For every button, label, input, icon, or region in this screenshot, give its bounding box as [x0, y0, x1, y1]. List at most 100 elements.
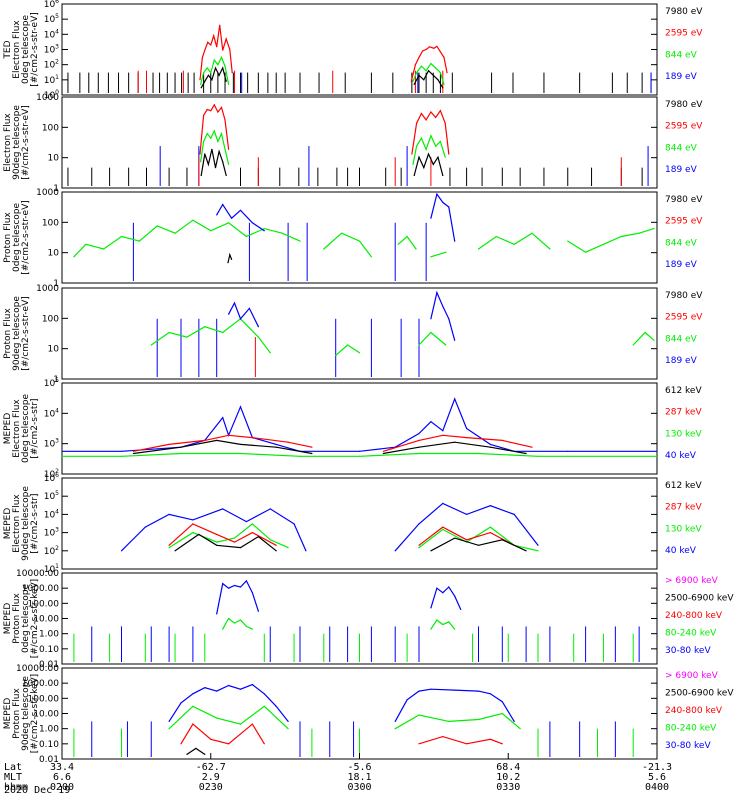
series-line [413, 69, 444, 89]
data-point [216, 690, 218, 692]
data-point [195, 747, 197, 750]
data-point [418, 714, 420, 716]
panel-frame [61, 382, 658, 475]
y-axis-label: 90deg telescope [12, 105, 22, 180]
y-tick-label: 1 [53, 279, 59, 289]
data-point [192, 723, 194, 725]
legend-entry: 40 keV [665, 451, 697, 461]
data-point [222, 49, 224, 51]
data-point [425, 148, 427, 150]
data-point [418, 156, 420, 158]
series-line [228, 301, 259, 327]
data-point [62, 455, 63, 457]
data-point [418, 452, 420, 455]
series-line [168, 683, 289, 722]
data-point [436, 292, 438, 294]
data-point [525, 550, 527, 552]
data-point [263, 705, 265, 707]
legend-entry: 612 keV [665, 481, 702, 491]
legend-entry: 30-80 keV [665, 741, 711, 751]
data-point [513, 243, 515, 245]
x-tick-label-lat: 68.4 [496, 762, 520, 773]
data-point [204, 687, 206, 689]
data-point [425, 119, 427, 121]
y-axis-label: [#/cm2-s-str] [30, 398, 40, 458]
data-point [192, 532, 194, 534]
data-point [198, 533, 200, 536]
data-point [489, 505, 491, 507]
data-point [287, 720, 289, 723]
data-point [218, 74, 220, 76]
data-point [430, 135, 432, 137]
data-point [228, 434, 230, 436]
legend-entry: 7980 eV [665, 195, 703, 205]
data-point [430, 421, 432, 423]
data-point [531, 232, 533, 234]
data-point [201, 56, 203, 59]
data-point [168, 544, 170, 546]
data-point [120, 450, 123, 452]
data-point [224, 148, 226, 150]
data-point [222, 583, 224, 585]
legend-entry: 844 eV [665, 143, 698, 153]
series-line [335, 344, 360, 356]
y-tick-label: 0.10 [39, 740, 59, 750]
data-point [233, 537, 236, 539]
data-point [435, 67, 437, 69]
data-point [437, 79, 439, 81]
data-point [513, 720, 515, 723]
data-point [397, 243, 399, 245]
series-line [411, 109, 450, 155]
legend-entry: 30-80 keV [665, 646, 711, 656]
legend-entry: 189 eV [665, 165, 698, 175]
data-point [436, 193, 438, 195]
data-point [429, 46, 431, 48]
legend-entry: 240-800 keV [665, 706, 723, 716]
data-point [73, 256, 75, 258]
series-line [394, 502, 539, 552]
data-point [210, 72, 212, 74]
data-point [412, 163, 414, 165]
data-point [477, 544, 480, 546]
data-point [299, 240, 301, 242]
y-tick-label: 1.00 [39, 630, 59, 640]
data-point [257, 610, 259, 612]
data-point [214, 67, 217, 69]
plot-area [150, 290, 655, 377]
data-point [199, 153, 201, 155]
data-point [251, 532, 253, 534]
data-point [430, 62, 432, 65]
data-point [410, 80, 412, 82]
data-point [418, 743, 420, 745]
legend-entry: 2595 eV [665, 122, 703, 132]
data-point [206, 67, 208, 69]
data-point [477, 718, 480, 721]
data-point [644, 331, 646, 334]
data-point [228, 313, 230, 315]
data-point [311, 452, 313, 455]
data-point [180, 743, 182, 745]
data-point [632, 344, 634, 346]
data-point [239, 318, 242, 320]
data-point [620, 235, 622, 238]
data-point [228, 743, 230, 745]
data-point [638, 232, 640, 234]
data-point [420, 137, 422, 139]
data-point [448, 621, 450, 623]
data-point [423, 79, 425, 81]
series-line [323, 232, 372, 258]
data-point [85, 243, 87, 245]
y-axis-label: [#/cm2-s-str-eV] [21, 296, 31, 371]
series-line [200, 149, 227, 176]
data-point [418, 523, 420, 525]
x-axis-row-label: MLT [4, 772, 22, 783]
data-point [299, 455, 301, 457]
panel-frame [61, 287, 658, 380]
panel-frame [61, 3, 658, 96]
data-point [263, 743, 265, 745]
data-point [263, 693, 265, 695]
data-point [222, 203, 224, 206]
data-point [217, 111, 219, 113]
series-line [200, 66, 227, 89]
data-point [239, 723, 242, 725]
